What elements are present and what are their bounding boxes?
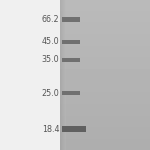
Text: 45.0: 45.0 xyxy=(42,38,59,46)
Bar xyxy=(62,127,80,131)
Text: 66.2: 66.2 xyxy=(42,15,59,24)
Bar xyxy=(62,126,86,132)
Text: 35.0: 35.0 xyxy=(42,56,59,64)
Bar xyxy=(62,58,80,62)
Bar xyxy=(62,40,80,44)
Bar xyxy=(62,17,80,22)
Text: 25.0: 25.0 xyxy=(42,88,59,98)
Bar xyxy=(0,0,63,150)
Bar xyxy=(62,91,80,95)
Text: 18.4: 18.4 xyxy=(42,124,59,134)
